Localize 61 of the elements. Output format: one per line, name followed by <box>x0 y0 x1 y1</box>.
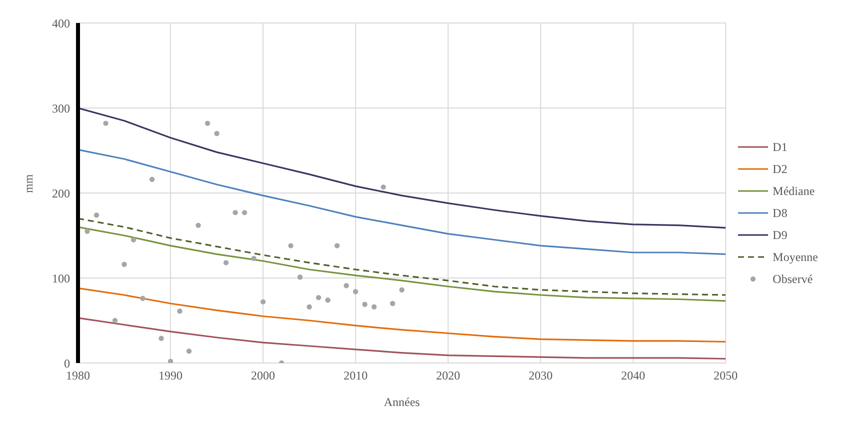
x-tick-label: 2010 <box>344 368 368 383</box>
x-tick-label: 2020 <box>436 368 460 383</box>
line-series <box>78 148 726 255</box>
x-axis-title: Années <box>384 395 420 409</box>
point <box>122 262 127 267</box>
legend-label: Moyenne <box>772 250 818 264</box>
legend-label: D9 <box>772 228 788 242</box>
point <box>140 296 146 301</box>
legend-label: D1 <box>772 140 788 154</box>
point <box>362 302 368 307</box>
point <box>168 358 174 363</box>
point <box>334 243 340 248</box>
y-tick-label: 100 <box>52 271 70 286</box>
point <box>94 212 100 218</box>
point <box>214 130 220 136</box>
y-tick-label: 300 <box>52 101 70 116</box>
x-tick-label: 2000 <box>251 368 276 383</box>
legend-label: D8 <box>772 206 788 220</box>
point <box>242 210 248 216</box>
point <box>186 348 192 354</box>
point <box>371 304 377 310</box>
point <box>306 304 312 310</box>
line-series <box>78 218 726 296</box>
x-tick-label: 2050 <box>714 368 738 383</box>
x-tick-label: 2030 <box>528 368 553 383</box>
legend-label: D2 <box>772 162 788 176</box>
point <box>390 300 396 306</box>
point <box>103 120 108 126</box>
y-axis-title: mm <box>21 174 36 193</box>
point <box>316 294 322 300</box>
x-tick-label: 1990 <box>158 368 183 383</box>
point <box>158 336 164 341</box>
point <box>251 256 256 262</box>
legend-label: Observé <box>772 272 813 286</box>
point <box>344 283 349 288</box>
point <box>297 274 303 280</box>
x-tick-label: 2040 <box>621 368 646 383</box>
point <box>130 237 136 242</box>
point <box>84 228 90 234</box>
line-series <box>78 317 726 360</box>
point <box>399 287 404 292</box>
point <box>325 298 330 303</box>
point <box>223 260 229 266</box>
line-series <box>78 226 726 302</box>
x-tick-label: 1980 <box>66 368 90 383</box>
line-series <box>78 107 726 229</box>
point <box>380 184 386 190</box>
y-tick-label: 0 <box>64 356 70 370</box>
point <box>288 243 294 248</box>
y-tick-label: 400 <box>52 16 70 30</box>
point <box>352 289 358 294</box>
line-series <box>78 287 726 343</box>
point <box>177 308 182 314</box>
point <box>260 299 266 304</box>
point <box>149 176 155 182</box>
point <box>112 318 118 324</box>
point <box>196 222 201 228</box>
legend-label: Médiane <box>772 184 815 198</box>
point <box>232 210 238 216</box>
point <box>204 120 210 126</box>
y-tick-label: 200 <box>52 186 70 200</box>
